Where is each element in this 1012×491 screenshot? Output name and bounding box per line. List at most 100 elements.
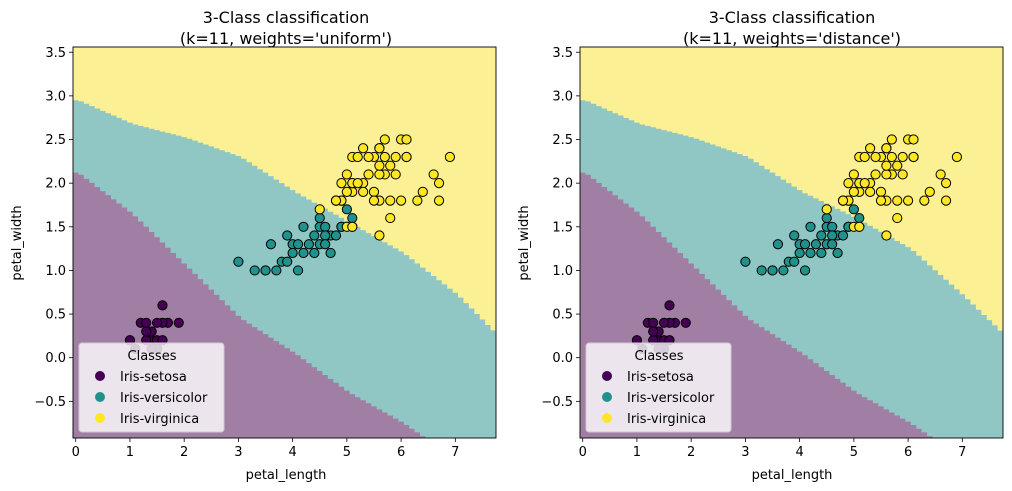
data-point <box>767 265 778 276</box>
data-point <box>892 160 903 171</box>
data-point <box>385 195 396 206</box>
data-point <box>390 151 401 163</box>
y-tick-label: 3.0 <box>552 89 573 104</box>
data-point <box>298 247 309 259</box>
data-point <box>341 169 352 180</box>
data-point <box>821 212 832 224</box>
x-tick-label: 4 <box>795 445 803 460</box>
data-point <box>919 195 930 206</box>
data-point <box>848 204 859 215</box>
y-tick-label: 3.0 <box>45 89 66 104</box>
data-point <box>347 212 358 224</box>
data-point <box>271 265 282 276</box>
legend-marker-virginica <box>95 413 105 423</box>
y-tick-label: −0.5 <box>541 395 573 410</box>
y-tick-label: 1.0 <box>45 264 66 279</box>
data-point <box>881 160 892 171</box>
data-point <box>444 151 456 163</box>
x-tick-label: 3 <box>234 445 242 460</box>
data-point <box>385 160 396 171</box>
data-point <box>897 151 908 163</box>
data-point <box>756 265 767 276</box>
data-point <box>314 212 325 224</box>
data-point <box>347 221 358 232</box>
data-point <box>935 169 946 180</box>
data-point <box>141 326 152 337</box>
data-point <box>664 300 675 311</box>
data-point <box>648 317 659 328</box>
plot-frame <box>579 46 1004 439</box>
data-point <box>374 160 385 171</box>
data-point <box>249 265 260 276</box>
y-tick-label: 1.5 <box>552 220 573 235</box>
data-point <box>902 195 914 206</box>
data-point <box>390 169 401 180</box>
x-tick-label: 2 <box>180 445 188 460</box>
legend-label-versicolor: Iris-versicolor <box>627 391 715 406</box>
data-point <box>794 247 805 259</box>
chart-subtitle: (k=11, weights='uniform') <box>180 29 392 48</box>
data-point <box>141 317 152 328</box>
data-point <box>859 178 870 189</box>
data-point <box>805 247 816 259</box>
data-point <box>843 178 854 189</box>
y-tick-label: 1.0 <box>552 264 573 279</box>
data-point <box>854 221 865 232</box>
data-point <box>395 195 407 206</box>
data-point <box>648 326 659 337</box>
data-point <box>940 195 952 206</box>
legend-box <box>585 342 732 433</box>
data-point <box>374 169 385 180</box>
y-tick-label: 3.5 <box>45 46 66 61</box>
series-iris-virginica <box>821 134 963 241</box>
data-point <box>870 169 881 180</box>
data-point <box>374 143 385 154</box>
legend-title: Classes <box>128 349 177 364</box>
data-point <box>309 247 320 259</box>
plot-frame <box>72 46 497 439</box>
data-point <box>892 195 903 206</box>
data-point <box>325 247 336 259</box>
data-point <box>401 151 412 163</box>
data-point <box>951 151 963 163</box>
data-point <box>292 239 304 250</box>
chart-title: 3-Class classification <box>709 8 876 27</box>
data-point <box>886 134 897 145</box>
x-tick-label: 6 <box>397 445 405 460</box>
data-point <box>827 230 838 241</box>
data-point <box>875 195 887 206</box>
x-tick-label: 0 <box>579 445 587 460</box>
plot-area: 0 1 2 3 4 5 6 7 −0.5 0.0 0.5 1.0 1.5 2.0 2.5 3.0 3.5 <box>34 46 497 460</box>
y-tick-label: 0.0 <box>45 351 66 366</box>
y-tick-label: 2.0 <box>45 177 66 192</box>
x-tick-label: 6 <box>904 445 912 460</box>
data-point <box>341 204 352 215</box>
data-point <box>352 178 363 189</box>
x-tick-label: 1 <box>633 445 641 460</box>
x-tick-label: 7 <box>958 445 966 460</box>
data-point <box>832 247 843 259</box>
data-point <box>865 143 876 154</box>
data-point <box>358 186 369 197</box>
data-point <box>680 317 691 328</box>
data-point <box>401 134 412 145</box>
data-point <box>157 300 168 311</box>
data-point <box>859 151 870 163</box>
data-point <box>865 186 876 197</box>
x-tick-label: 5 <box>343 445 351 460</box>
data-point <box>799 239 811 250</box>
data-point <box>658 317 670 328</box>
legend-marker-virginica <box>602 413 612 423</box>
data-point <box>870 151 881 163</box>
x-tick-label: 2 <box>687 445 695 460</box>
data-point <box>816 247 827 259</box>
data-point <box>260 265 271 276</box>
data-point <box>385 212 396 224</box>
y-tick-label: 2.5 <box>45 133 66 148</box>
y-tick-label: 2.0 <box>552 177 573 192</box>
data-point <box>379 151 390 163</box>
y-tick-label: 1.5 <box>45 220 66 235</box>
data-point <box>772 239 784 250</box>
chart-title: 3-Class classification <box>203 8 370 27</box>
legend-marker-versicolor <box>95 392 105 402</box>
